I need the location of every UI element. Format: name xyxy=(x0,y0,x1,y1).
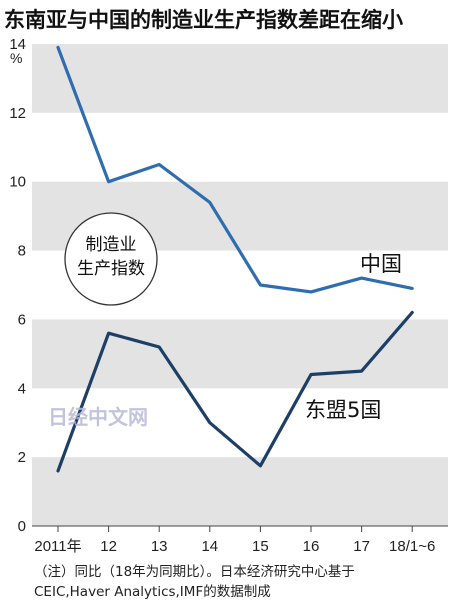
x-tick-label: 15 xyxy=(252,538,269,555)
y-tick-label: 10 xyxy=(9,174,26,191)
x-tick-label: 16 xyxy=(303,538,320,555)
x-tick-label: 17 xyxy=(353,538,370,555)
grid-band xyxy=(32,319,448,389)
x-tick-label: 14 xyxy=(201,538,218,555)
y-tick-label: 2 xyxy=(18,449,26,466)
x-tick-label: 12 xyxy=(100,538,117,555)
badge-circle xyxy=(64,212,158,306)
index-badge: 制造业 生产指数 xyxy=(64,212,158,306)
badge-line-2: 生产指数 xyxy=(77,259,145,279)
series-label-asean: 东盟5国 xyxy=(305,398,381,422)
series-line-china xyxy=(56,45,414,294)
badge-line-1: 制造业 xyxy=(86,235,137,255)
y-tick-label: 4 xyxy=(18,380,26,397)
y-tick-label: 6 xyxy=(18,311,26,328)
chart-title: 东南亚与中国的制造业生产指数差距在缩小 xyxy=(4,8,403,32)
note-line-2: CEIC,Haver Analytics,IMF的数据制成 xyxy=(34,584,271,600)
series-label-china: 中国 xyxy=(360,252,402,276)
x-tick-label: 2011年 xyxy=(34,538,81,555)
x-axis: 2011年 12 13 14 15 16 17 18/1~6 xyxy=(34,526,435,555)
x-tick-label: 13 xyxy=(151,538,168,555)
y-axis-unit: % xyxy=(10,50,22,66)
y-tick-label: 8 xyxy=(18,243,26,260)
note-line-1: （注）同比（18年为同期比）。日本经济研究中心基于 xyxy=(34,563,355,580)
x-tick-label: 18/1~6 xyxy=(389,538,435,555)
grid-bands xyxy=(32,44,448,526)
series-lines xyxy=(56,45,414,473)
y-tick-label: 0 xyxy=(18,518,26,535)
grid-band xyxy=(32,457,448,526)
y-tick-label: 12 xyxy=(9,105,26,122)
y-axis: 0 2 4 6 8 10 12 14 xyxy=(9,36,26,535)
y-tick-label: 14 xyxy=(9,36,26,53)
series-line-asean5 xyxy=(56,310,414,473)
watermark: 日经中文网 xyxy=(48,405,148,429)
grid-band xyxy=(32,44,448,113)
